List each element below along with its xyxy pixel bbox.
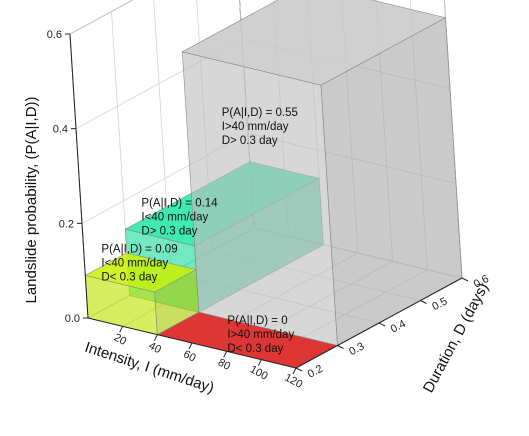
z-tick bbox=[461, 277, 469, 282]
x-tick-label: 120 bbox=[282, 372, 304, 391]
bar-annotation-line: D< 0.3 day bbox=[227, 343, 283, 355]
bar-annotation-line: P(A|I,D) = 0.55 bbox=[222, 107, 298, 119]
z-axis-title: Duration, D (days) bbox=[420, 280, 492, 395]
x-tick-label: 80 bbox=[216, 357, 232, 373]
bar-top-face bbox=[84, 252, 197, 293]
bar-annotation-line: I<40 mm/day bbox=[101, 258, 168, 270]
bar-annotation-line: I>40 mm/day bbox=[227, 329, 294, 341]
bar-top-face bbox=[181, 0, 447, 86]
z-tick-label: 0.5 bbox=[430, 295, 449, 313]
bars-layer bbox=[84, 0, 463, 369]
x-tick bbox=[223, 351, 228, 358]
bar-annotation-0: P(A|I,D) = 0.09 I<40 mm/day D< 0.3 day bbox=[101, 244, 177, 284]
x-tick bbox=[119, 326, 124, 333]
y-axis-title: Landslide probability, (P(A|I,D)) bbox=[23, 96, 40, 303]
y-tick-label: 0.0 bbox=[65, 313, 80, 325]
bar-annotation-line: I>40 mm/day bbox=[222, 121, 289, 133]
bar-annotation-3: P(A|I,D) = 0.55 I>40 mm/day D> 0.3 day bbox=[222, 107, 298, 147]
z-tick bbox=[378, 322, 386, 327]
bar-annotation-line: D> 0.3 day bbox=[222, 135, 278, 147]
bar-annotation-line: P(A|I,D) = 0.09 bbox=[101, 244, 177, 256]
bar-annotation-line: D< 0.3 day bbox=[101, 272, 157, 284]
y-tick-label: 0.2 bbox=[59, 218, 74, 230]
z-tick-label: 0.4 bbox=[389, 318, 408, 336]
z-tick-label: 0.3 bbox=[347, 340, 366, 358]
bar-annotation-line: P(A|I,D) = 0 bbox=[227, 315, 287, 327]
bar-annotation-line: P(A|I,D) = 0.14 bbox=[141, 197, 218, 209]
bar-0 bbox=[84, 252, 200, 336]
bar-annotation-line: I<40 mm/day bbox=[141, 211, 208, 223]
x-tick-label: 40 bbox=[147, 340, 163, 356]
z-tick bbox=[295, 367, 303, 372]
side-wall-gridline bbox=[69, 0, 134, 35]
bar-annotation-line: D> 0.3 day bbox=[141, 225, 197, 237]
y-tick-label: 0.6 bbox=[47, 29, 62, 41]
z-tick-label: 0.2 bbox=[306, 363, 325, 381]
x-tick bbox=[292, 367, 297, 375]
y-axis-line bbox=[69, 33, 89, 319]
bar-annotation-1: P(A|I,D) = 0.14 I<40 mm/day D> 0.3 day bbox=[141, 197, 218, 237]
y-tick-label: 0.4 bbox=[53, 124, 68, 136]
bar-3 bbox=[181, 0, 463, 346]
z-tick bbox=[420, 300, 427, 304]
z-tick bbox=[337, 345, 344, 349]
bar-annotation-2: P(A|I,D) = 0 I>40 mm/day D< 0.3 day bbox=[227, 315, 294, 355]
x-tick bbox=[257, 359, 262, 366]
x-tick-label: 100 bbox=[248, 363, 270, 382]
x-tick bbox=[153, 334, 158, 341]
x-tick-label: 20 bbox=[112, 332, 128, 348]
x-tick-label: 60 bbox=[181, 348, 197, 364]
x-tick bbox=[188, 342, 193, 350]
